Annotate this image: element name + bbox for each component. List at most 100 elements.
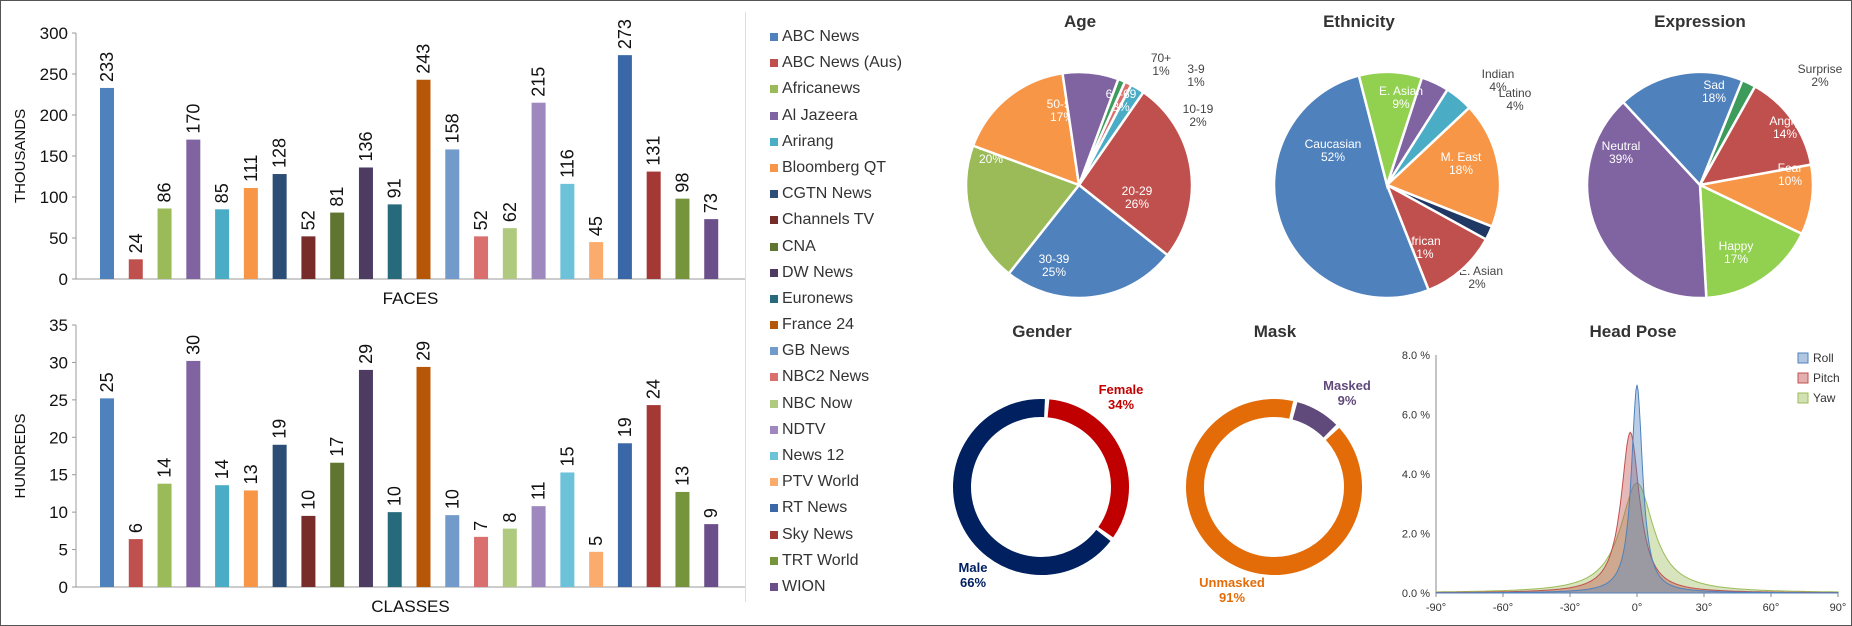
legend-swatch [770,268,778,277]
bar-value-label: 5 [586,536,606,546]
bar-value-label: 128 [270,138,290,168]
bar-value-label: 11 [529,481,549,500]
bar-value-label: 10 [385,486,405,506]
bar [531,102,546,279]
legend-swatch [770,373,778,382]
x-tick-label: 0° [1632,602,1643,614]
slice-percent: 9% [1392,97,1410,111]
bar [445,515,460,587]
slice-percent: 52% [1321,150,1345,164]
bar [243,490,258,587]
legend-swatch [770,347,778,356]
legend-swatch [770,425,778,434]
donut-percent: 9% [1338,393,1357,408]
bar [502,528,517,587]
bar [589,551,604,587]
legend-swatch [770,111,778,120]
legend-swatch [770,504,778,513]
legend-swatch [770,33,778,41]
bar [646,171,661,279]
bar [330,462,345,587]
y-tick-label: 6.0 % [1402,410,1430,422]
bar-value-label: 10 [442,489,462,509]
legend-label: ABC News (Aus) [782,54,903,72]
x-tick-label: 90° [1830,602,1847,614]
bar-value-label: 98 [672,173,692,193]
slice-percent: 4% [1489,80,1507,94]
donut-segment [1047,399,1129,538]
legend-label: Bloomberg QT [782,158,887,176]
bar-value-label: 14 [212,459,232,479]
bar-value-label: 170 [183,104,203,134]
x-tick-label: -90° [1426,602,1446,614]
age-title: Age [1063,12,1097,31]
bar [330,212,345,279]
pie-slice [1695,163,1815,236]
expression-title: Expression [1654,12,1746,31]
bar [617,443,632,587]
y-tick-label: 0 [59,578,68,597]
slice-percent: 39% [1609,152,1633,166]
legend-label: RT News [782,499,848,517]
x-axis-title: FACES [383,289,439,308]
bar-value-label: 52 [471,210,491,230]
slice-percent: 2% [1811,75,1829,89]
x-tick-label: -60° [1493,602,1513,614]
bar-value-label: 19 [615,417,635,437]
bar-value-label: 158 [442,113,462,143]
bar-value-label: 24 [126,233,146,253]
bar [186,139,201,279]
legend-swatch [770,163,778,172]
pie-slice [1272,74,1431,300]
legend-label: ABC News [782,28,860,45]
pie-slice [1621,70,1744,188]
legend-swatch [1797,392,1809,404]
legend-label: France 24 [782,316,855,334]
bar-value-label: 215 [529,67,549,97]
bar [416,366,431,587]
bar-value-label: 45 [586,216,606,236]
legend-swatch [770,556,778,565]
slice-percent: 4% [1506,99,1524,113]
bar-value-label: 25 [97,372,117,392]
density-area [1435,384,1839,594]
legend-swatch [770,530,778,539]
bar [445,149,460,279]
legend-item: WION [768,576,918,602]
bar [301,236,316,279]
y-tick-label: 4.0 % [1402,469,1430,481]
y-tick-label: 20 [49,428,68,447]
legend-swatch [770,321,778,330]
y-tick-label: 0.0 % [1402,588,1430,600]
legend-label: Al Jazeera [782,106,858,124]
y-tick-label: 50 [49,229,68,248]
slice-label: Happy [1719,239,1754,253]
legend-label: TRT World [782,551,859,569]
pie-slice [1384,182,1488,292]
pie-slice [1077,90,1194,257]
bar [589,242,604,279]
bar [186,360,201,587]
y-tick-label: 5 [59,541,68,560]
bar [560,183,575,279]
bar-value-label: 10 [298,490,318,510]
legend-label: Yaw [1813,391,1836,405]
legend-label: Roll [1813,351,1834,365]
legend-swatch [770,452,778,460]
legend-item: DW News [768,262,918,288]
bar-value-label: 17 [327,437,347,457]
legend-item: GB News [768,340,918,366]
legend-item: Africanews [768,78,918,104]
x-tick-label: 60° [1763,602,1780,614]
bar-value-label: 111 [241,155,261,182]
slice-percent: 26% [1125,197,1149,211]
slice-label: M. East [1441,150,1482,164]
slice-percent: 2% [1189,115,1207,129]
legend-item: Arirang [768,131,918,157]
y-tick-label: 10 [49,503,68,522]
bar-value-label: 30 [183,335,203,355]
bar-value-label: 6 [126,523,146,533]
donut-percent: 66% [960,575,986,590]
donut-label: Male [959,560,988,575]
